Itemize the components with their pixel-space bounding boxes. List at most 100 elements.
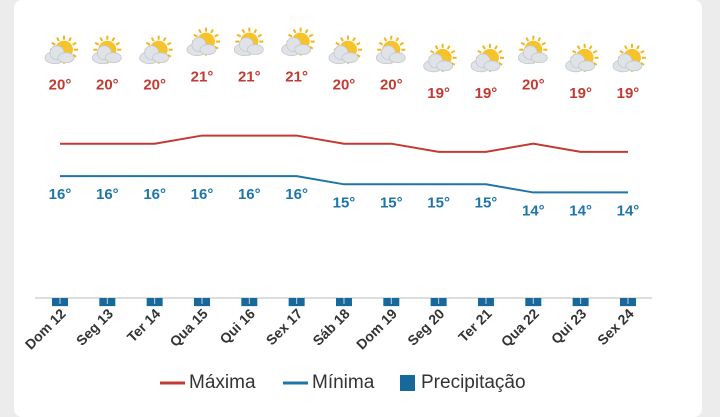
value-label: 16° <box>96 186 119 203</box>
sun-ray <box>146 41 151 46</box>
sun-ray <box>150 37 155 42</box>
sun-ray <box>352 37 356 42</box>
value-label: 15° <box>380 194 403 211</box>
cloud-part <box>199 44 217 55</box>
card <box>14 0 702 417</box>
value-label: 21° <box>238 69 261 86</box>
value-label: 19° <box>617 85 640 102</box>
sun-ray <box>395 37 400 42</box>
value-label: 19° <box>427 85 450 102</box>
value-label: 14° <box>522 202 545 219</box>
cloud-part <box>57 52 75 64</box>
value-label: 21° <box>191 69 214 86</box>
weather-icon <box>328 35 362 65</box>
sun-ray <box>99 37 104 42</box>
weather-icon <box>375 35 406 65</box>
sun-ray <box>576 45 581 50</box>
sun-ray <box>72 41 77 46</box>
cloud <box>517 45 548 65</box>
sun-ray <box>51 41 56 46</box>
legend-item: Precipitação <box>400 372 526 393</box>
value-label: 16° <box>191 186 214 203</box>
cloud <box>139 45 170 65</box>
weather-icon <box>91 35 122 65</box>
sun-ray <box>214 33 219 38</box>
cloud <box>44 45 75 65</box>
value-label: 20° <box>522 77 545 94</box>
value-label: 20° <box>96 77 119 94</box>
weather-icon <box>612 43 646 73</box>
sun-ray <box>193 33 198 38</box>
sun-ray <box>383 37 388 42</box>
cloud-part <box>341 52 359 64</box>
weather-icon <box>423 43 457 73</box>
sun-ray <box>537 37 542 42</box>
sun-ray <box>494 45 498 50</box>
temp-line <box>60 175 628 194</box>
sun-ray <box>111 37 116 42</box>
value-label: 16° <box>49 186 72 203</box>
value-label: 20° <box>333 77 356 94</box>
cloud-part <box>246 44 264 55</box>
cloud <box>233 37 264 56</box>
sun-ray <box>257 33 262 38</box>
sun-ray <box>253 28 258 34</box>
sun-ray <box>624 45 628 50</box>
weather-icon <box>281 27 315 56</box>
weather-icon <box>233 27 264 56</box>
value-label: 16° <box>285 186 308 203</box>
cloud-part <box>625 60 643 72</box>
cloud <box>91 45 122 65</box>
value-label: 19° <box>569 85 592 102</box>
sun-ray <box>308 33 314 38</box>
sun-ray <box>482 45 486 50</box>
value-label: 20° <box>143 77 166 94</box>
cloud-part <box>104 52 122 64</box>
sun-ray <box>236 33 242 38</box>
cloud-part <box>530 52 548 64</box>
weather-icon <box>565 43 599 73</box>
weather-icon <box>139 35 173 65</box>
sun-ray <box>525 37 530 42</box>
sun-ray <box>115 41 120 46</box>
legend-item: Máxima <box>160 372 256 393</box>
legend-item: Mínima <box>283 372 375 393</box>
sun-ray <box>636 45 640 50</box>
cloud <box>328 45 359 65</box>
cloud <box>423 53 454 73</box>
sun-ray <box>162 37 167 42</box>
legend-swatch <box>400 375 415 391</box>
sun-ray <box>198 28 202 34</box>
cloud <box>612 53 643 73</box>
weather-icon <box>186 27 220 56</box>
cloud <box>375 45 406 65</box>
cloud <box>186 37 217 56</box>
value-label: 20° <box>49 77 72 94</box>
sun-ray <box>210 28 214 34</box>
sun-ray <box>588 45 593 50</box>
value-label: 21° <box>285 69 308 86</box>
cloud <box>470 53 501 73</box>
sun-ray <box>572 49 577 54</box>
temp-line <box>60 134 628 153</box>
sun-ray <box>434 45 439 50</box>
cloud-part <box>152 52 170 64</box>
sun-ray <box>450 49 456 54</box>
legend-label: Mínima <box>312 372 375 393</box>
sun-ray <box>340 37 344 42</box>
weather-icon <box>470 43 504 73</box>
sun-ray <box>541 41 546 46</box>
sun-ray <box>399 41 404 46</box>
sun-ray <box>94 41 100 46</box>
value-label: 20° <box>380 77 403 94</box>
sun-ray <box>592 49 598 54</box>
sun-ray <box>356 41 361 46</box>
value-label: 14° <box>569 202 592 219</box>
sun-ray <box>335 41 340 46</box>
value-label: 15° <box>427 194 450 211</box>
sun-ray <box>304 28 309 34</box>
sun-ray <box>619 49 624 54</box>
sun-ray <box>498 49 503 54</box>
sun-ray <box>166 41 172 46</box>
